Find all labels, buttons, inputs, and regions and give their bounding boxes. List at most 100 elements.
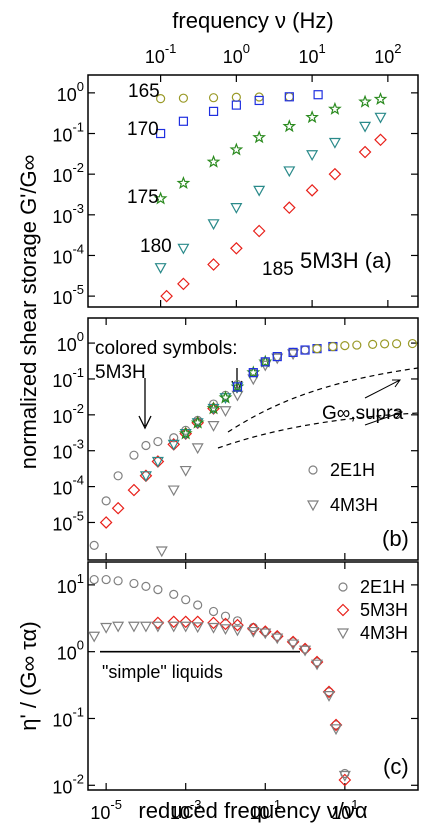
annotation: (b)	[382, 526, 409, 551]
series-label: 165	[128, 81, 160, 102]
marker	[232, 382, 243, 392]
dashed-curve	[227, 367, 419, 433]
marker	[89, 574, 99, 585]
x-tick-label: 10-3	[170, 797, 202, 822]
annotation: G∞,supra	[322, 403, 404, 424]
marker	[207, 421, 220, 432]
y-tick-label: 10-4	[52, 242, 84, 267]
y-tick-label: 10-2	[52, 161, 84, 186]
marker	[167, 621, 180, 633]
annotation: (c)	[383, 754, 409, 779]
marker	[336, 628, 350, 640]
marker	[191, 615, 205, 629]
marker	[374, 112, 387, 124]
marker	[374, 133, 387, 147]
marker	[176, 175, 191, 190]
x-tick-label: 101	[331, 797, 358, 822]
marker	[153, 191, 168, 205]
y-tick-label: 10-5	[52, 509, 84, 534]
y-tick-label: 10-1	[52, 365, 84, 390]
marker	[231, 618, 244, 632]
x-tick-label: 100	[223, 41, 250, 66]
x-tick-label: 10-1	[145, 41, 177, 66]
marker	[89, 540, 99, 550]
annotation: 5M3H (a)	[300, 248, 392, 273]
y-tick-label: 10-2	[52, 401, 84, 426]
marker	[101, 574, 111, 585]
y-tick-label: 10-1	[52, 705, 84, 730]
marker	[167, 439, 180, 451]
marker	[218, 390, 233, 404]
marker	[208, 106, 219, 116]
marker	[129, 450, 139, 460]
arrow	[364, 379, 401, 399]
marker	[329, 724, 343, 736]
marker	[329, 718, 343, 732]
x-tick-label: 10-5	[90, 797, 122, 822]
marker	[230, 241, 243, 255]
marker	[336, 603, 350, 617]
marker	[113, 471, 123, 481]
marker	[177, 277, 190, 291]
marker	[287, 349, 300, 361]
marker	[113, 576, 123, 586]
marker	[306, 150, 319, 162]
marker	[156, 94, 166, 104]
marker	[167, 485, 180, 497]
marker	[177, 243, 190, 255]
marker	[231, 625, 244, 637]
marker	[247, 626, 260, 638]
marker	[179, 465, 192, 477]
marker	[231, 100, 241, 110]
marker	[178, 93, 189, 103]
marker	[338, 582, 348, 592]
series-label: 170	[127, 119, 159, 140]
y-tick-label: 10-4	[52, 473, 84, 498]
marker	[207, 616, 220, 630]
marker	[305, 110, 319, 124]
annotation: 5M3H	[95, 362, 146, 383]
marker	[179, 615, 193, 629]
marker	[300, 345, 310, 355]
x-tick-label: 10-1	[249, 797, 281, 822]
marker	[193, 600, 203, 610]
marker	[154, 263, 167, 274]
dashed-curve	[217, 412, 419, 449]
marker	[229, 142, 244, 156]
plot-frame	[87, 561, 419, 791]
marker	[207, 622, 220, 634]
x-axis-label: frequency ν (Hz)	[172, 8, 333, 33]
marker	[191, 443, 204, 455]
marker	[179, 621, 192, 633]
marker	[306, 500, 320, 512]
marker	[248, 368, 258, 378]
legend-label: 4M3H	[330, 495, 378, 515]
x-tick-label: 102	[374, 41, 401, 66]
marker	[299, 645, 312, 657]
marker	[284, 92, 294, 102]
marker	[129, 578, 139, 589]
marker	[156, 128, 166, 139]
legend-label: 4M3H	[360, 623, 408, 643]
marker	[352, 340, 362, 350]
marker	[271, 633, 284, 645]
marker	[322, 691, 336, 702]
y-tick-label: 10-2	[52, 772, 84, 797]
series-label: 180	[140, 236, 172, 257]
marker	[328, 341, 338, 352]
marker	[407, 338, 418, 349]
y-tick-label: 10-5	[52, 283, 84, 308]
y-tick-label: 100	[57, 330, 84, 355]
marker	[206, 154, 221, 168]
y-tick-label: 101	[57, 571, 84, 596]
marker	[181, 595, 191, 605]
marker	[373, 91, 388, 106]
marker	[111, 501, 125, 515]
plot-frame	[87, 317, 419, 561]
marker	[313, 90, 323, 100]
marker	[100, 622, 113, 634]
marker	[167, 615, 181, 629]
marker	[283, 166, 296, 178]
marker	[160, 289, 173, 303]
marker	[139, 621, 152, 633]
